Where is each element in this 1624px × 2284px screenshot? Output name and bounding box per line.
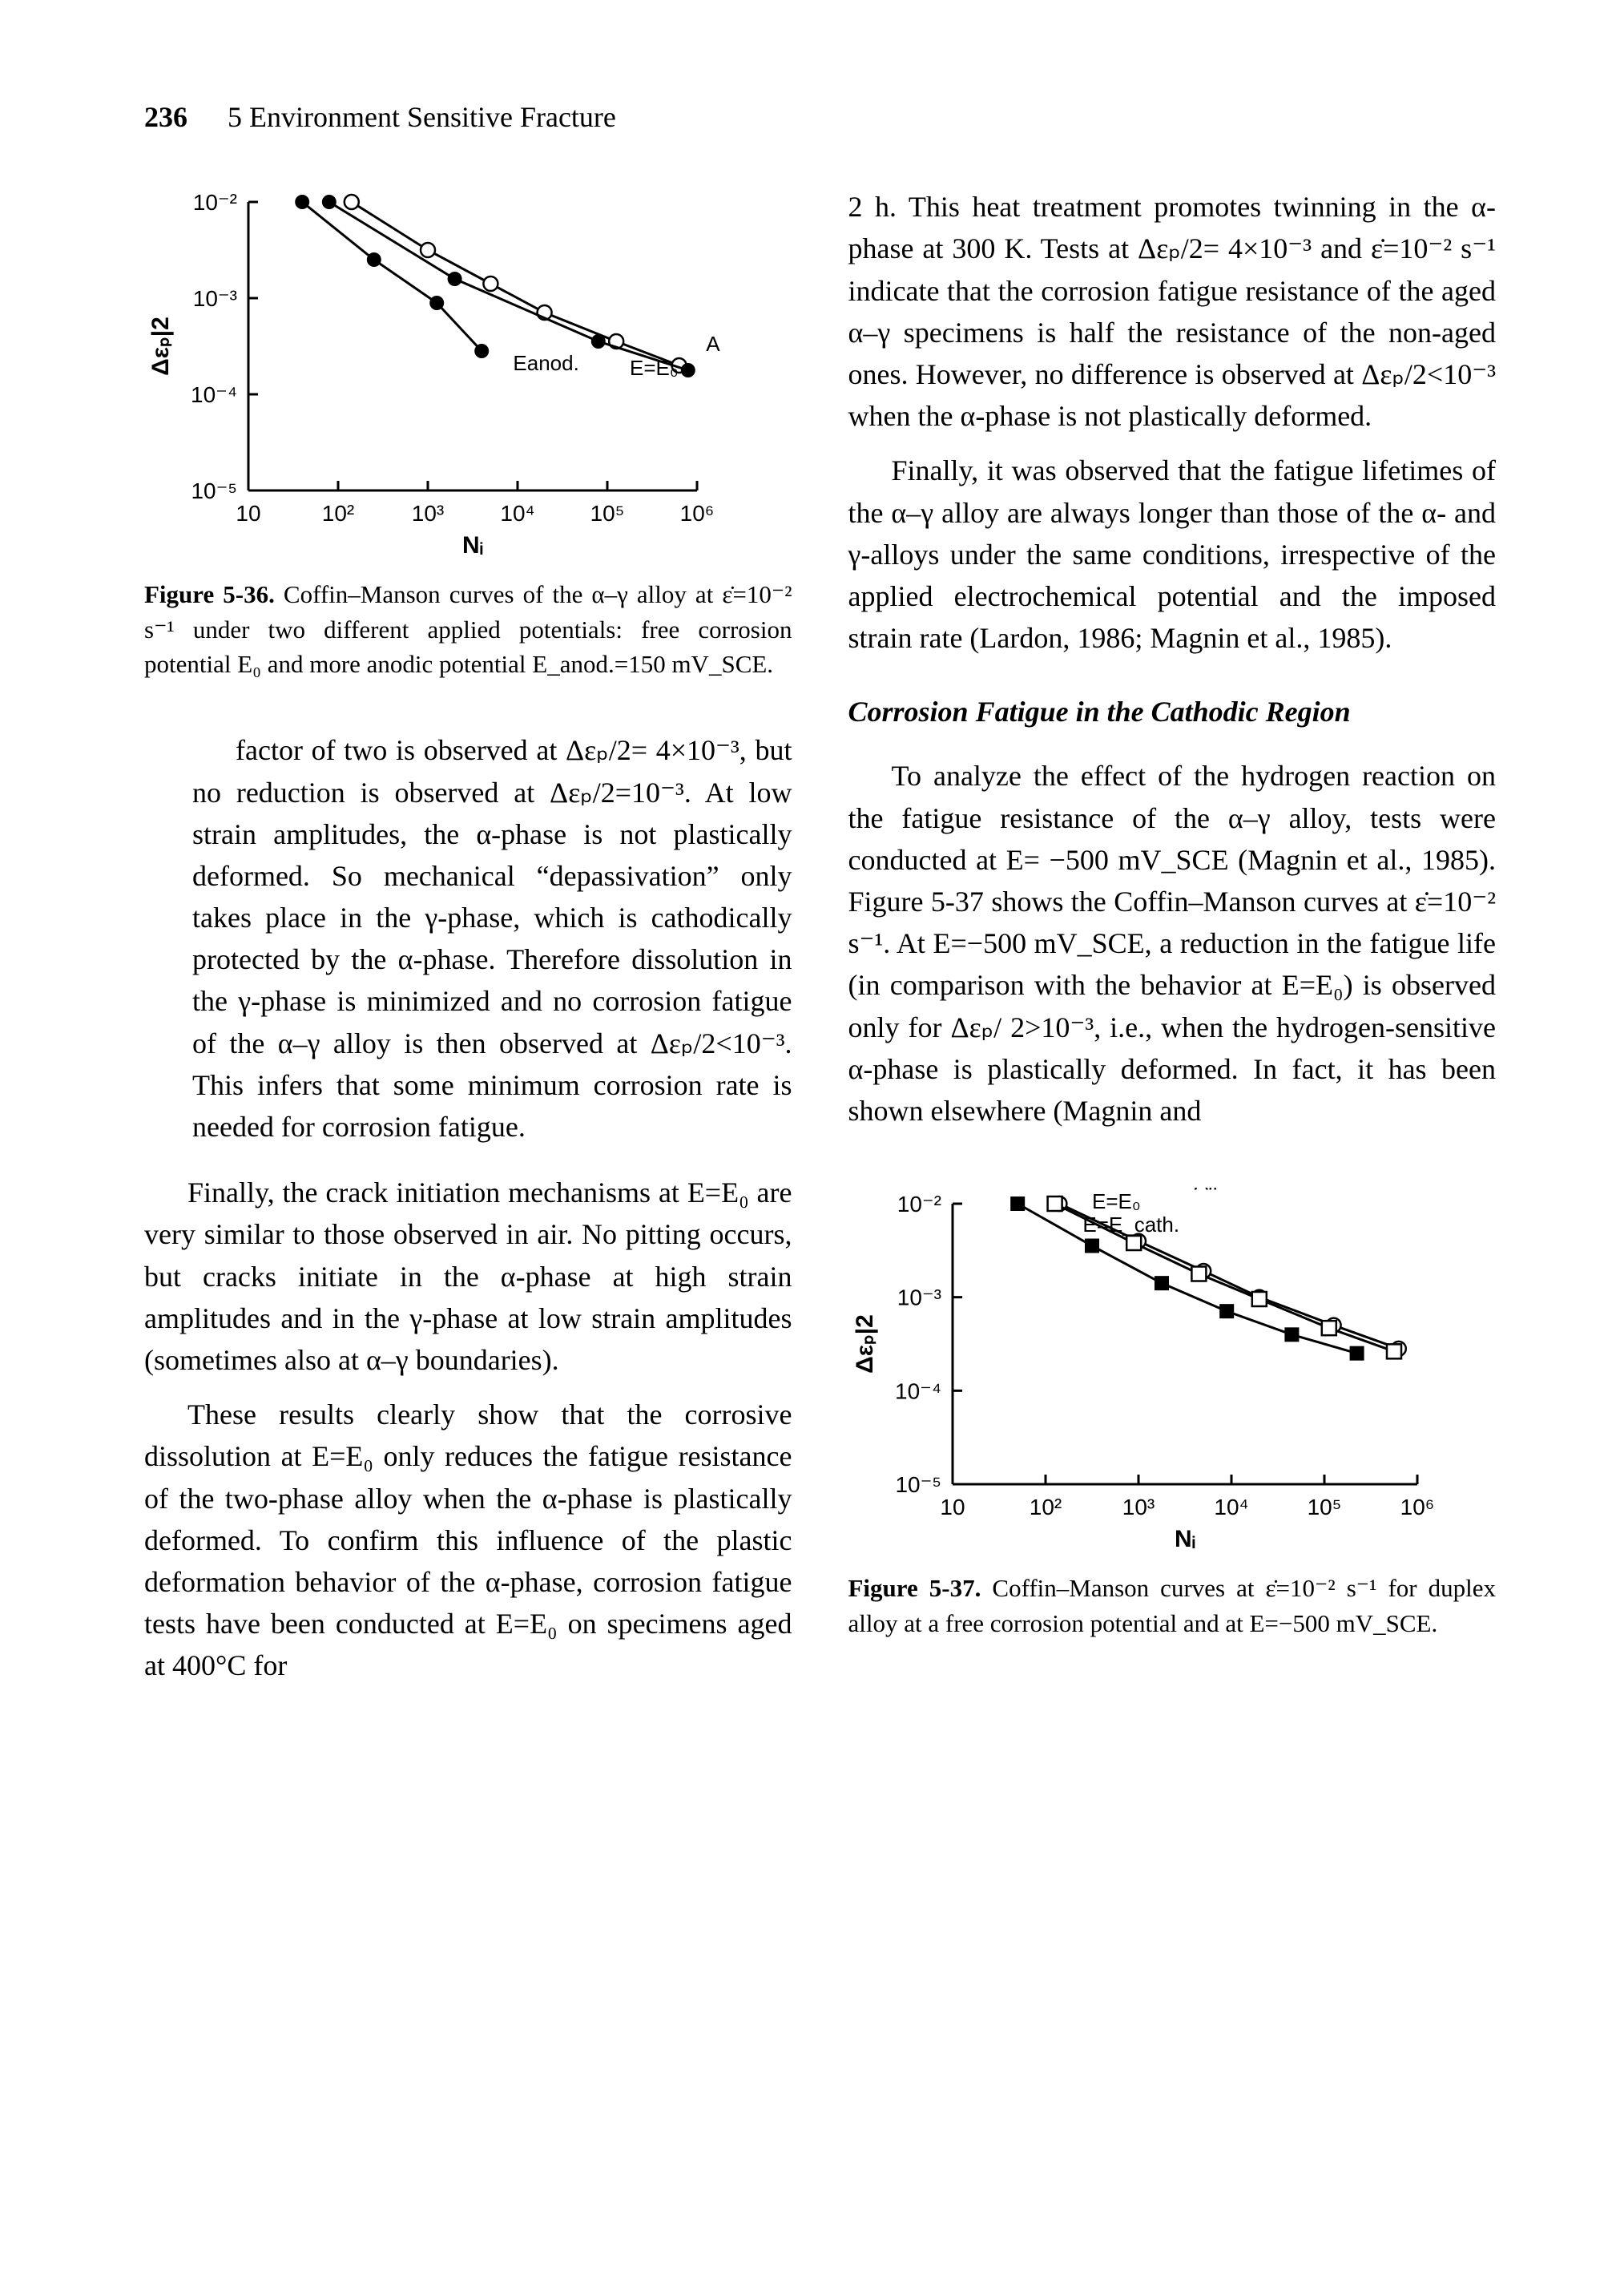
svg-text:10⁴: 10⁴ <box>500 501 534 526</box>
svg-text:10⁵: 10⁵ <box>590 501 625 526</box>
svg-text:10⁴: 10⁴ <box>1214 1495 1248 1519</box>
svg-text:10⁻²: 10⁻² <box>193 190 237 215</box>
svg-text:10⁶: 10⁶ <box>1400 1495 1434 1519</box>
svg-text:10⁻⁴: 10⁻⁴ <box>895 1378 941 1403</box>
right-column: 2 h. This heat treatment promotes twinni… <box>848 186 1497 1699</box>
svg-text:10⁻²: 10⁻² <box>897 1192 941 1217</box>
svg-text:10²: 10² <box>1029 1495 1061 1519</box>
figure-5-36: 10 10² 10³ 10⁴ 10⁵ 10⁶ 10⁻⁵ 10⁻⁴ 10⁻³ 10⁻² Nᵢ Δεₚ|2… <box>144 186 792 681</box>
chart-fig37: 10 10² 10³ 10⁴ 10⁵ 10⁶ 10⁻⁵ 10⁻⁴ 10⁻³ 10⁻² Nᵢ Δεₚ|2… <box>848 1188 1441 1556</box>
page-number: 236 <box>144 96 187 138</box>
paragraph-3: These results clearly show that the corr… <box>144 1394 792 1686</box>
svg-text:10⁻³: 10⁻³ <box>193 286 237 311</box>
svg-text:E=E₀: E=E₀ <box>630 356 679 380</box>
svg-text:10⁻⁴: 10⁻⁴ <box>191 382 237 407</box>
caption-label-fig37: Figure 5-37. <box>848 1574 981 1602</box>
svg-text:10⁻³: 10⁻³ <box>897 1285 941 1310</box>
svg-text:Nᵢ: Nᵢ <box>1175 1526 1195 1552</box>
svg-text:Eanod.: Eanod. <box>513 351 578 375</box>
left-column: 10 10² 10³ 10⁴ 10⁵ 10⁶ 10⁻⁵ 10⁻⁴ 10⁻³ 10⁻² Nᵢ Δεₚ|2… <box>144 186 792 1699</box>
svg-text:Air: Air <box>1194 1188 1219 1195</box>
svg-text:10²: 10² <box>322 501 354 526</box>
paragraph-4: 2 h. This heat treatment promotes twinni… <box>848 186 1497 437</box>
svg-text:10⁶: 10⁶ <box>680 501 715 526</box>
paragraph-6: To analyze the effect of the hydrogen re… <box>848 755 1497 1132</box>
svg-text:10⁻⁵: 10⁻⁵ <box>895 1472 941 1497</box>
chapter-label: 5 Environment Sensitive Fracture <box>228 96 616 138</box>
paragraph-2: Finally, the crack initiation mechanisms… <box>144 1172 792 1381</box>
caption-fig36: Figure 5-36. Coffin–Manson curves of the… <box>144 577 792 681</box>
svg-text:10⁵: 10⁵ <box>1307 1495 1341 1519</box>
svg-text:10: 10 <box>236 501 260 526</box>
svg-text:10³: 10³ <box>1122 1495 1154 1519</box>
caption-fig37: Figure 5-37. Coffin–Manson curves at ε̇=… <box>848 1571 1497 1640</box>
chart-fig36: 10 10² 10³ 10⁴ 10⁵ 10⁶ 10⁻⁵ 10⁻⁴ 10⁻³ 10⁻² Nᵢ Δεₚ|2… <box>144 186 721 563</box>
svg-text:Nᵢ: Nᵢ <box>462 532 483 559</box>
svg-text:Air: Air <box>706 332 721 356</box>
section-heading: Corrosion Fatigue in the Cathodic Region <box>848 691 1497 732</box>
svg-text:E=E_cath.: E=E_cath. <box>1082 1213 1179 1237</box>
svg-text:Δεₚ|2: Δεₚ|2 <box>852 1314 878 1374</box>
page-header: 236 5 Environment Sensitive Fracture <box>144 96 1496 138</box>
svg-text:Δεₚ|2: Δεₚ|2 <box>147 317 174 376</box>
caption-label-fig36: Figure 5-36. <box>144 580 275 608</box>
figure-5-37: 10 10² 10³ 10⁴ 10⁵ 10⁶ 10⁻⁵ 10⁻⁴ 10⁻³ 10⁻² Nᵢ Δεₚ|2… <box>848 1188 1497 1640</box>
paragraph-1: factor of two is observed at Δεₚ/2= 4×10… <box>144 729 792 1148</box>
svg-text:10³: 10³ <box>412 501 444 526</box>
svg-text:10⁻⁵: 10⁻⁵ <box>191 478 237 503</box>
svg-text:E=E₀: E=E₀ <box>1092 1189 1141 1213</box>
paragraph-5: Finally, it was observed that the fatigu… <box>848 450 1497 659</box>
two-column-layout: 10 10² 10³ 10⁴ 10⁵ 10⁶ 10⁻⁵ 10⁻⁴ 10⁻³ 10⁻² Nᵢ Δεₚ|2… <box>144 186 1496 1699</box>
svg-text:10: 10 <box>940 1495 965 1519</box>
